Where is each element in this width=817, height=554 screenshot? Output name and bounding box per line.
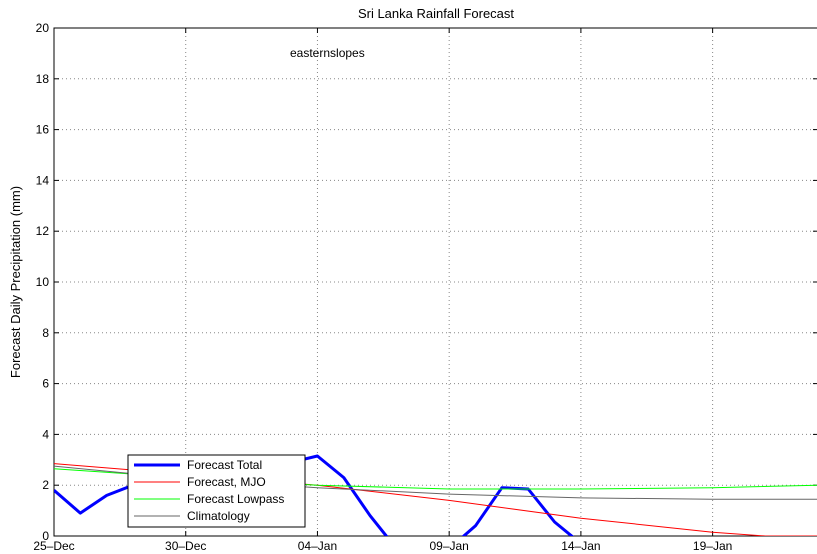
y-tick-label: 8 <box>42 326 49 340</box>
x-tick-label: 14–Jan <box>561 539 600 553</box>
legend-label: Forecast, MJO <box>187 475 266 489</box>
y-tick-label: 4 <box>42 427 49 441</box>
x-tick-label: 19–Jan <box>693 539 732 553</box>
series-line-forecast-total <box>54 454 575 536</box>
legend-label: Forecast Lowpass <box>187 492 284 506</box>
axes: 0 2 4 6 8 10 12 14 16 18 20 25–Dec 30–Dec 04–Jan 09–Ja… <box>33 21 817 553</box>
region-annotation: easternslopes <box>290 46 365 60</box>
y-tick-label: 0 <box>42 529 49 543</box>
y-tick-label: 6 <box>42 377 49 391</box>
chart-title: Sri Lanka Rainfall Forecast <box>358 6 514 21</box>
y-tick-label: 16 <box>36 123 50 137</box>
legend-label: Climatology <box>187 509 250 523</box>
y-tick-label: 18 <box>36 72 50 86</box>
y-tick-label: 20 <box>36 21 50 35</box>
y-tick-label: 12 <box>36 224 50 238</box>
y-tick-label: 2 <box>42 478 49 492</box>
y-tick-label: 14 <box>36 173 50 187</box>
plot-frame <box>53 27 817 537</box>
x-tick-label: 25–Dec <box>33 539 74 553</box>
grid <box>54 28 817 536</box>
legend-label: Forecast Total <box>187 458 262 472</box>
x-tick-label: 09–Jan <box>429 539 468 553</box>
legend-box <box>127 454 306 528</box>
x-tick-label: 04–Jan <box>298 539 337 553</box>
legend: Forecast Total Forecast, MJO Forecast Lowp… <box>127 454 306 528</box>
x-tick-label: 30–Dec <box>165 539 206 553</box>
y-axis-label: Forecast Daily Precipitation (mm) <box>8 186 23 378</box>
y-tick-label: 10 <box>36 275 50 289</box>
